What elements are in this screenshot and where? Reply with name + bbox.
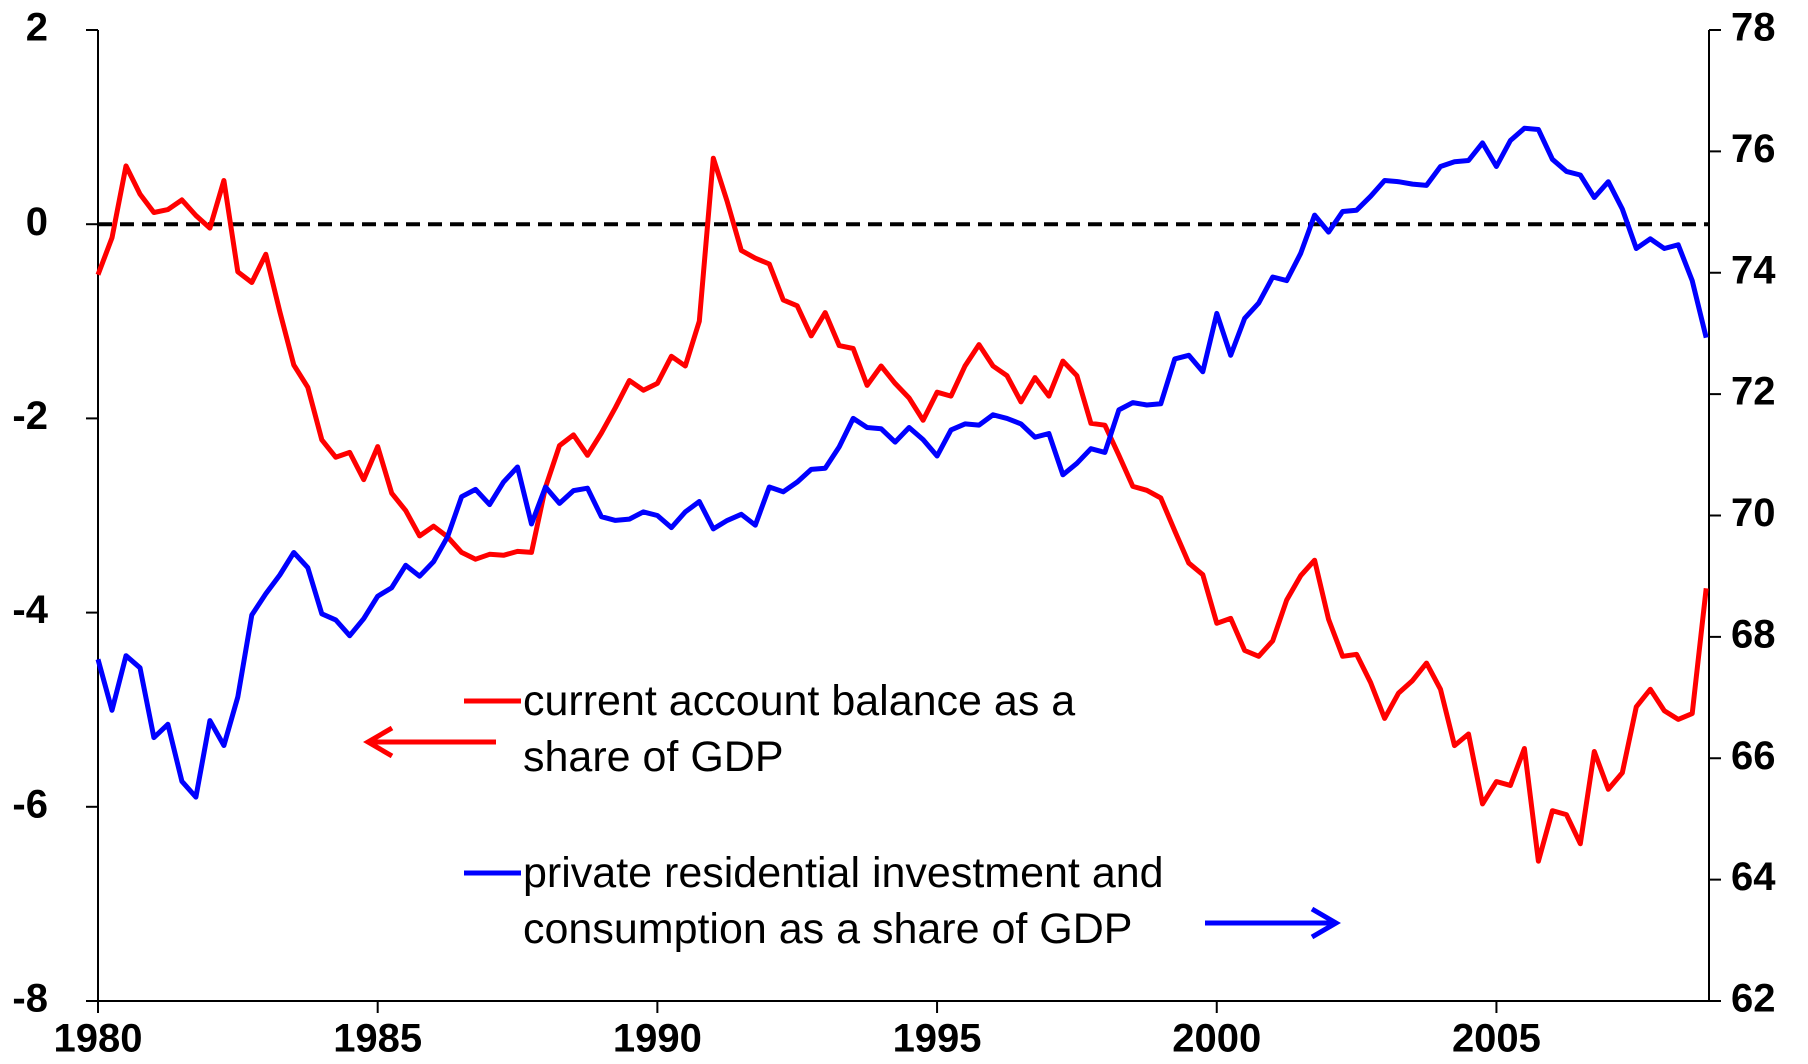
y-tick-label: -2 (12, 394, 48, 438)
axis-arrow-head (1310, 906, 1341, 940)
series-line (95, 155, 1709, 864)
y2-tick-label: 72 (1731, 370, 1776, 414)
legend-item: private residential investment and consu… (523, 849, 1164, 953)
y-tick-label: -8 (12, 977, 48, 1021)
legend-label: private residential investment and consu… (523, 849, 1164, 953)
y2-tick-label: 62 (1731, 977, 1776, 1021)
y2-tick-label: 76 (1731, 127, 1776, 171)
y-tick-label: -6 (12, 782, 48, 826)
legend-label: current account balance as a share of GD… (523, 677, 1076, 781)
x-tick-label: 1990 (613, 1017, 702, 1061)
y-tick-label: 2 (26, 6, 48, 50)
x-tick-label: 1985 (333, 1017, 422, 1061)
y2-tick-label: 66 (1731, 734, 1776, 778)
y2-tick-label: 64 (1731, 855, 1776, 899)
x-tick-label: 2005 (1452, 1017, 1541, 1061)
x-tick-label: 1995 (893, 1017, 982, 1061)
y-tick-label: -4 (12, 588, 48, 632)
y2-tick-label: 78 (1731, 6, 1776, 50)
legend-item: current account balance as a share of GD… (523, 677, 1076, 781)
y2-tick-label: 68 (1731, 612, 1776, 656)
x-tick-label: 2000 (1172, 1017, 1261, 1061)
y-tick-label: 0 (26, 200, 48, 244)
series-line (95, 125, 1709, 800)
y2-tick-label: 74 (1731, 248, 1776, 292)
axis-arrow-head (363, 725, 394, 759)
y2-tick-label: 70 (1731, 491, 1776, 535)
x-tick-label: 1980 (54, 1017, 143, 1061)
